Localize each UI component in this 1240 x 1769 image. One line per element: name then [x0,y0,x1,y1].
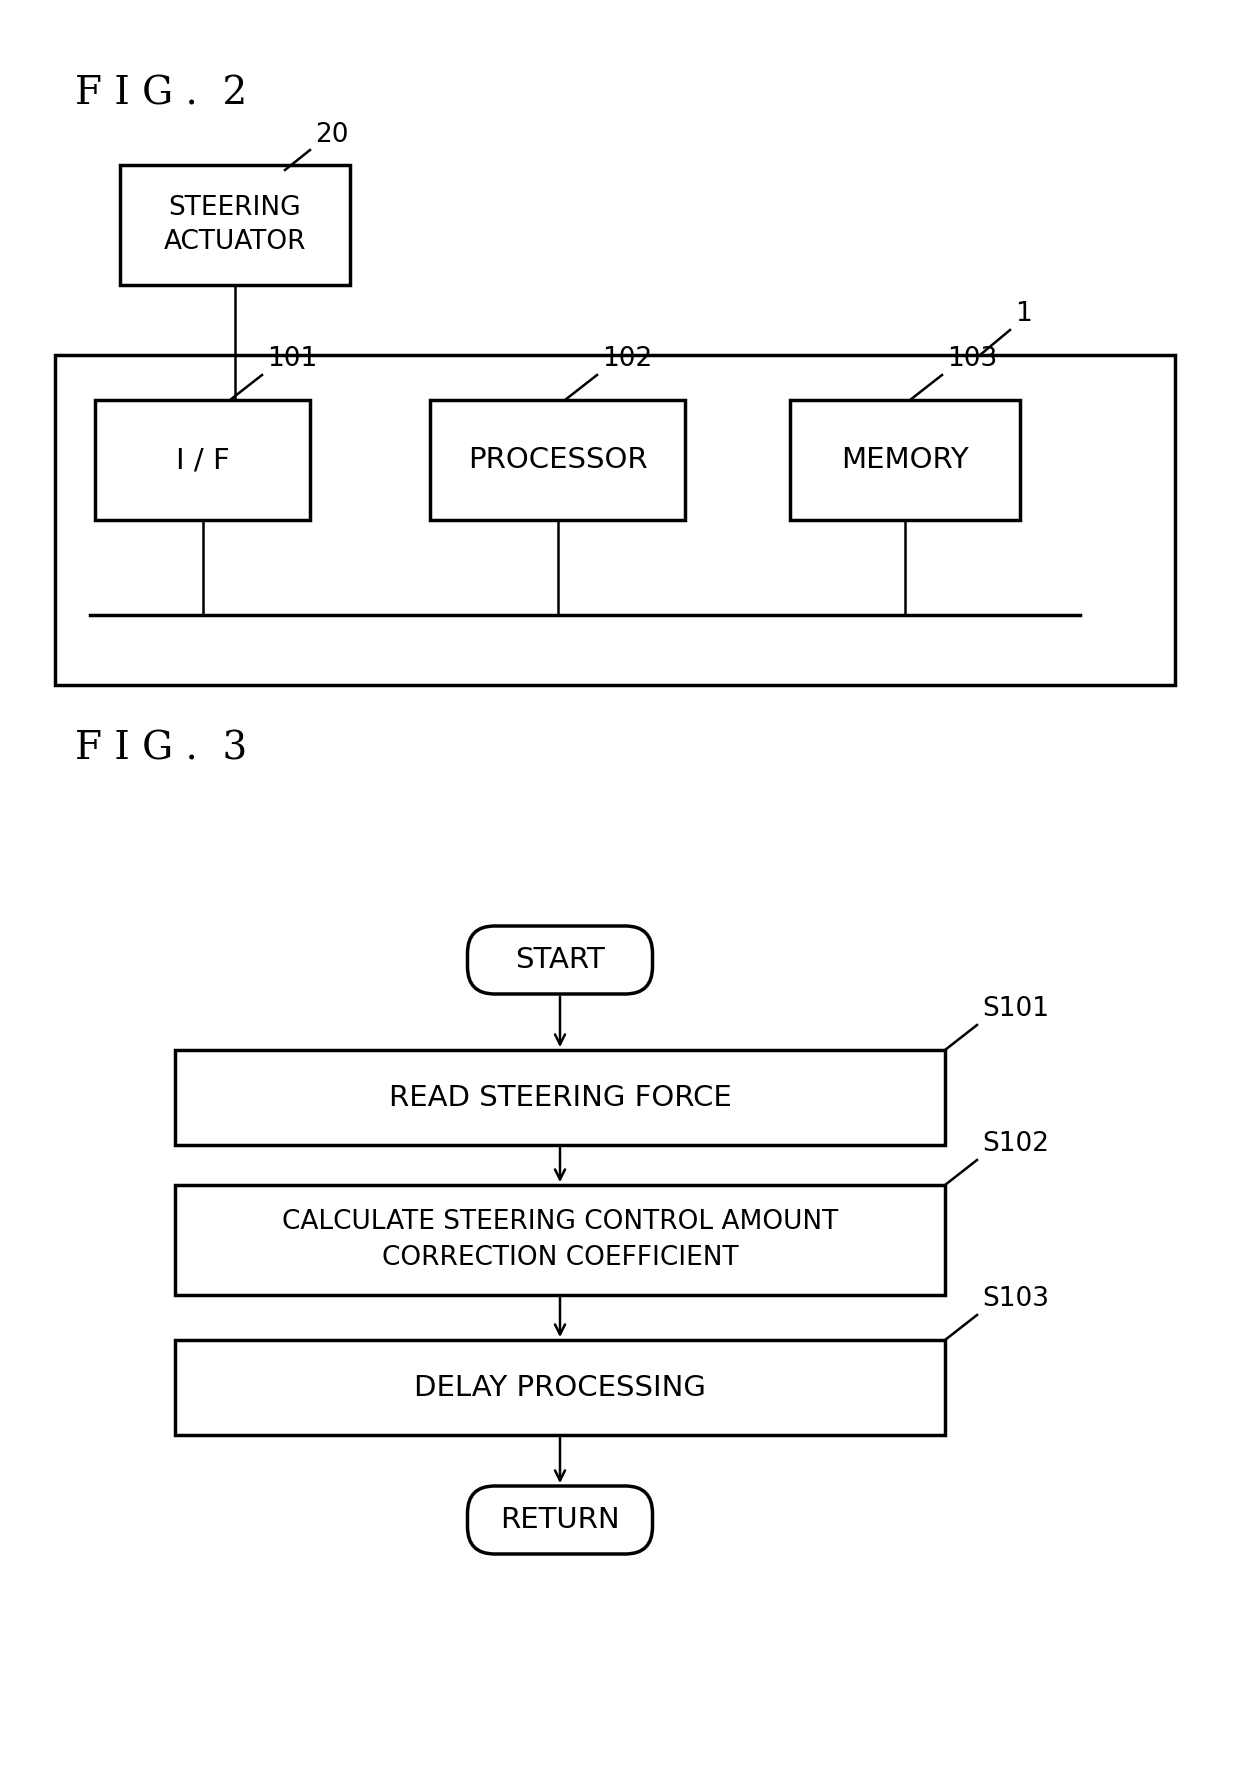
Text: 1: 1 [1016,301,1032,327]
Text: STEERING
ACTUATOR: STEERING ACTUATOR [164,195,306,255]
Text: RETURN: RETURN [500,1505,620,1534]
Text: 103: 103 [947,347,997,371]
Text: F I G .  2: F I G . 2 [74,74,247,111]
Bar [175,1051,945,1145]
Bar [55,356,1176,685]
Text: START: START [515,946,605,975]
Bar [175,1339,945,1435]
FancyBboxPatch shape [467,1486,652,1553]
Text: F I G .  3: F I G . 3 [74,731,247,768]
Text: 101: 101 [267,347,317,371]
Bar [95,400,310,520]
Text: READ STEERING FORCE: READ STEERING FORCE [388,1083,732,1111]
Text: I / F: I / F [176,446,229,474]
Text: S103: S103 [982,1286,1049,1313]
Bar [120,165,350,285]
Text: S101: S101 [982,996,1049,1022]
Bar [790,400,1021,520]
Text: PROCESSOR: PROCESSOR [467,446,647,474]
Text: 102: 102 [601,347,652,371]
Bar [175,1185,945,1295]
FancyBboxPatch shape [467,925,652,994]
Text: MEMORY: MEMORY [841,446,968,474]
Text: 20: 20 [315,122,348,149]
Text: S102: S102 [982,1130,1049,1157]
Text: DELAY PROCESSING: DELAY PROCESSING [414,1373,706,1401]
Text: CALCULATE STEERING CONTROL AMOUNT
CORRECTION COEFFICIENT: CALCULATE STEERING CONTROL AMOUNT CORREC… [281,1208,838,1270]
Bar [430,400,684,520]
